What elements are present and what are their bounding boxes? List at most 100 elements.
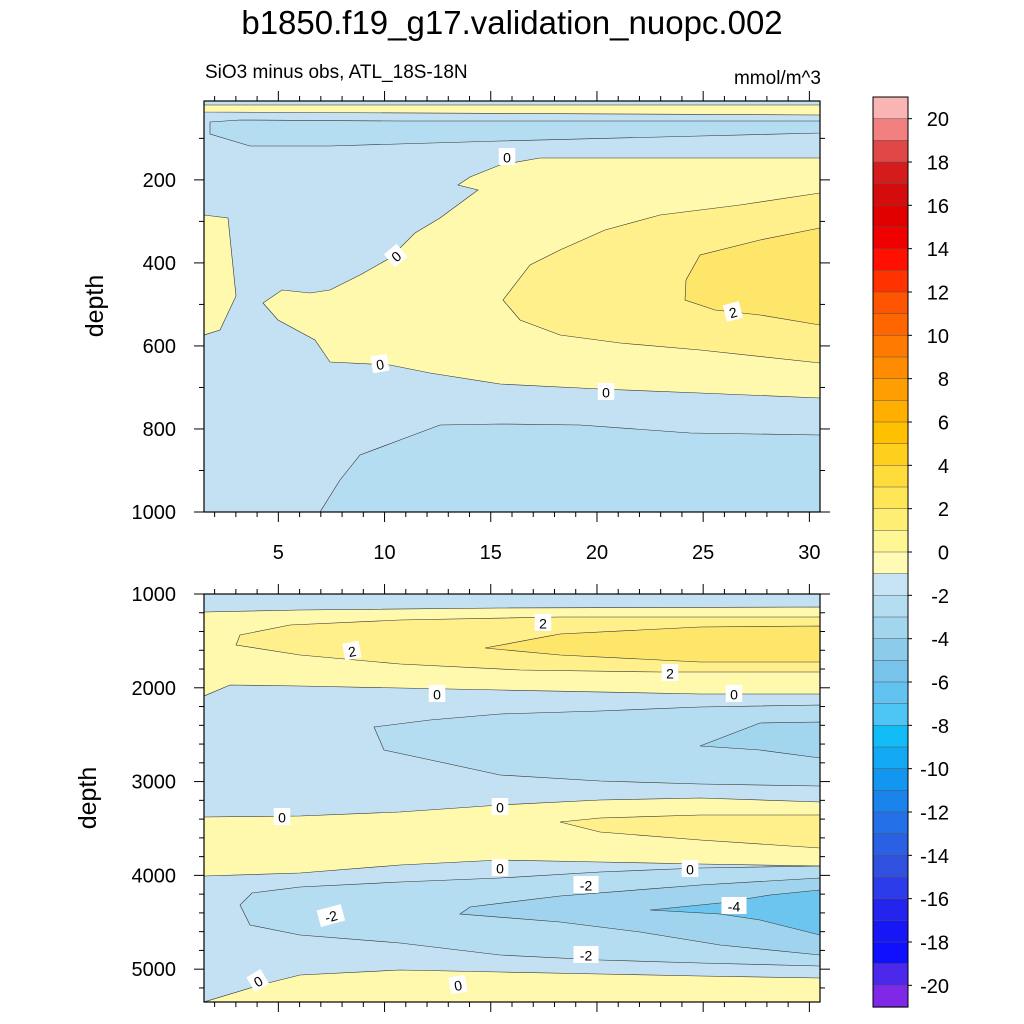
colorbar-swatch: [872, 161, 909, 185]
svg-text:2: 2: [727, 304, 739, 322]
colorbar-swatch: [872, 898, 909, 921]
colorbar-swatch: [872, 183, 909, 206]
colorbar-swatch: [872, 551, 909, 575]
lower-y-axis-label: depth: [74, 767, 102, 830]
colorbar-tick-label: 20: [927, 109, 949, 131]
colorbar-swatch: [872, 486, 909, 510]
upper-fill-surface-pos: [204, 104, 820, 116]
colorbar-tick-label: 16: [927, 196, 949, 218]
lower-contour-label: 2: [661, 664, 679, 682]
colorbar-swatch: [872, 313, 909, 336]
lower-contour-label: 0: [725, 685, 743, 703]
colorbar-swatch: [872, 985, 909, 1008]
upper-panel: 5 10 15 20 25 30 200 400 600 800 1000 0 0 0 0 2 depth: [81, 91, 830, 564]
colorbar-swatch: [872, 725, 909, 748]
upper-x-tick-label: 5: [273, 542, 284, 564]
colorbar-swatch: [872, 616, 909, 640]
colorbar-swatch: [872, 660, 909, 683]
colorbar-tick-label: 12: [927, 283, 949, 305]
colorbar-tick-label: -14: [920, 846, 949, 868]
upper-y-axis-label: depth: [81, 275, 109, 338]
lower-y-tick-label: 5000: [132, 959, 177, 981]
upper-fill-pos0-west: [204, 214, 237, 336]
lower-contour-label: 0: [491, 859, 509, 877]
upper-contour-field: [204, 101, 820, 512]
upper-fill-neg2: [209, 119, 820, 147]
upper-x-tick-label: 20: [586, 542, 608, 564]
lower-contour-label: 0: [246, 969, 270, 993]
lower-contour-label: 0: [491, 798, 509, 816]
svg-text:-2: -2: [580, 948, 593, 964]
upper-y-tick-label: 1000: [132, 502, 177, 524]
svg-text:0: 0: [453, 977, 464, 994]
svg-text:2: 2: [539, 616, 547, 632]
colorbar-tick-label: 10: [927, 326, 949, 348]
colorbar-tick-label: -8: [931, 716, 949, 738]
colorbar-swatch: [872, 443, 909, 466]
colorbar-tick-label: -2: [931, 586, 949, 608]
upper-contour-label: 0: [383, 243, 408, 268]
colorbar-tick-label: -6: [931, 673, 949, 695]
colorbar-swatch: [872, 746, 909, 770]
colorbar-swatch: [872, 876, 909, 900]
upper-contour-label: 0: [597, 383, 615, 401]
lower-contour-label: -4: [721, 897, 747, 915]
colorbar-tick-label: 18: [927, 153, 949, 175]
lower-fill-pos2-lower: [559, 814, 820, 849]
colorbar-swatch: [872, 400, 909, 423]
colorbar-swatch: [872, 140, 909, 163]
colorbar-swatch: [872, 941, 909, 965]
upper-x-tick-label: 15: [480, 542, 502, 564]
upper-y-tick-label: 600: [143, 336, 176, 358]
colorbar-swatch: [872, 573, 909, 596]
lower-contour-label: 0: [681, 860, 699, 878]
colorbar-tick-label: 6: [938, 413, 949, 435]
colorbar-swatch: [872, 855, 909, 878]
colorbar-tick-label: -4: [931, 629, 949, 651]
lower-x-ticks: [214, 584, 810, 1012]
upper-x-ticks: 5 10 15 20 25 30: [214, 91, 821, 564]
upper-y-tick-label: 200: [143, 170, 176, 192]
colorbar-swatch: [872, 508, 909, 531]
lower-fill-neg4-mid: [699, 721, 820, 759]
colorbar-swatch: [872, 356, 909, 380]
lower-contour-label: 0: [448, 974, 468, 995]
svg-text:-2: -2: [580, 878, 593, 894]
colorbar-swatch: [872, 205, 909, 228]
lower-y-tick-label: 3000: [132, 772, 177, 794]
svg-text:-4: -4: [728, 899, 741, 915]
lower-y-tick-label: 1000: [132, 584, 177, 606]
svg-text:0: 0: [503, 150, 511, 166]
colorbar-swatch: [872, 465, 909, 488]
lower-contour-field: [204, 594, 820, 1002]
lower-fill-neg2-mid: [373, 704, 820, 787]
upper-contour-labels: 0 0 0 0 2: [370, 148, 744, 401]
upper-fill-neg2-deep: [319, 423, 820, 512]
upper-y-tick-label: 800: [143, 419, 176, 441]
lower-contour-label: 0: [428, 685, 446, 703]
upper-fill-pos2: [502, 192, 820, 364]
colorbar-swatch: [872, 335, 909, 358]
colorbar-swatch: [872, 703, 909, 726]
lower-y-tick-label: 4000: [132, 865, 177, 887]
colorbar-swatch: [872, 920, 909, 943]
upper-contour-label: 0: [370, 353, 390, 374]
lower-y-ticks: 1000 2 0 0 0 3000 4000 5000: [132, 584, 830, 989]
svg-text:-2: -2: [323, 907, 339, 926]
lower-contour-label: -2: [573, 946, 599, 964]
colorbar-swatch: [872, 833, 909, 856]
colorbar-swatch: [872, 291, 909, 315]
colorbar-swatch: [872, 96, 909, 120]
colorbar-tick-label: -20: [920, 976, 949, 998]
colorbar-tick-label: -12: [920, 803, 949, 825]
colorbar-swatch: [872, 768, 909, 791]
upper-contour-label: 2: [722, 301, 744, 322]
colorbar-swatch: [872, 530, 909, 553]
colorbar-swatch: [872, 638, 909, 661]
svg-text:0: 0: [496, 800, 504, 816]
svg-text:0: 0: [730, 687, 738, 703]
colorbar-tick-label: -16: [920, 889, 949, 911]
